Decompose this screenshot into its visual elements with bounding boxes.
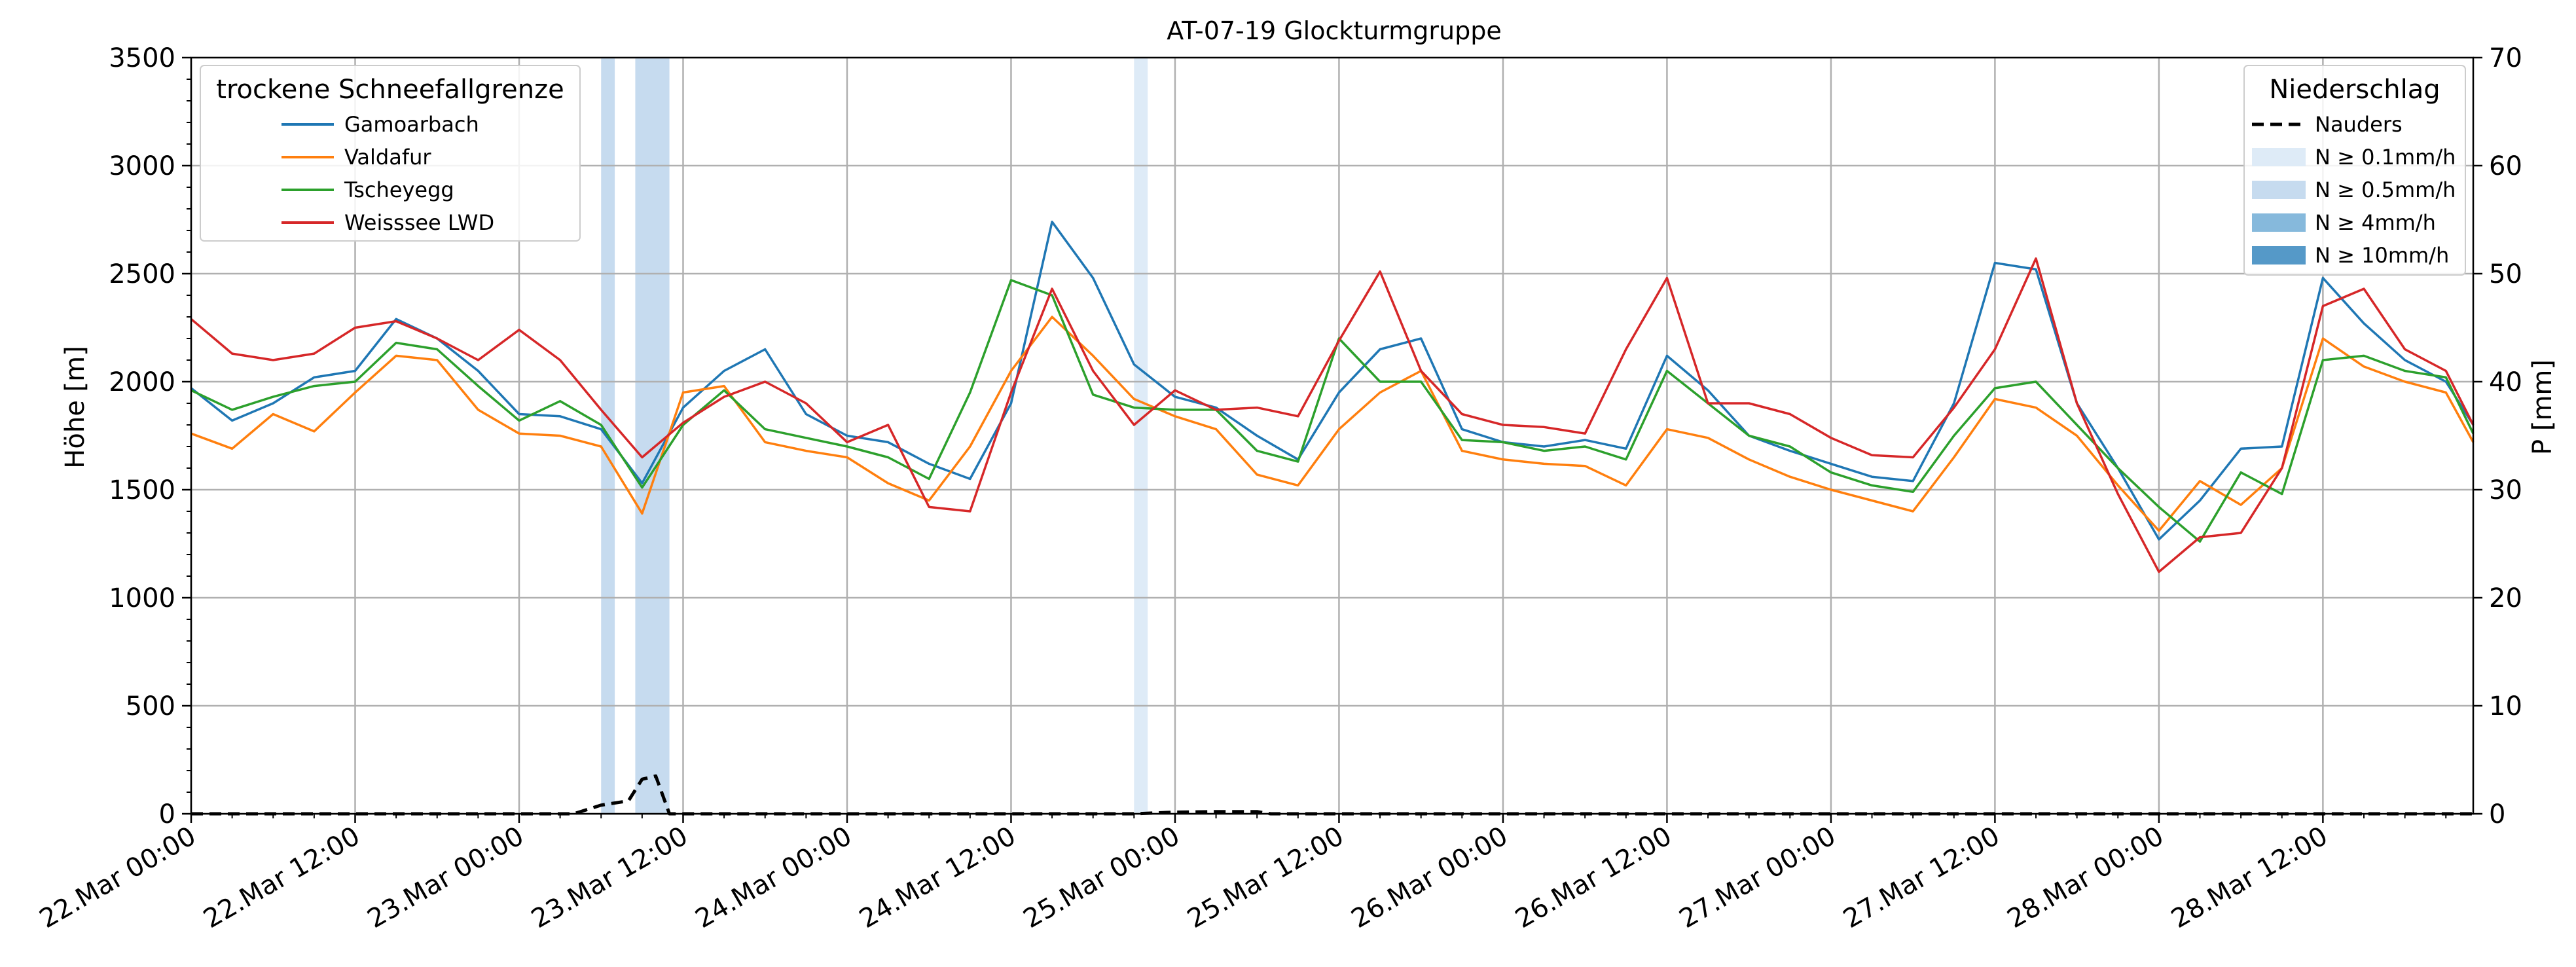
x-tick-label: 26.Mar 00:00 bbox=[1347, 821, 1513, 934]
axes bbox=[182, 56, 2482, 823]
series-line-gamoarbach bbox=[190, 221, 2475, 541]
y-tick-label: 2000 bbox=[109, 367, 175, 397]
y2-axis-label: P [mm] bbox=[2528, 359, 2558, 455]
legend-right-swatch bbox=[2252, 181, 2306, 199]
legend-left-entry: Weisssee LWD bbox=[344, 210, 494, 235]
plot-frame bbox=[190, 56, 2475, 815]
x-tick-label: 27.Mar 00:00 bbox=[1675, 821, 1841, 934]
legend-right-entry: N ≥ 0.5mm/h bbox=[2315, 177, 2456, 202]
y-tick-label: 0 bbox=[159, 799, 175, 830]
legend-left-entry: Gamoarbach bbox=[344, 112, 479, 137]
legend-left-box bbox=[200, 65, 581, 242]
precip-band-1 bbox=[635, 58, 670, 814]
y2-tick-label: 70 bbox=[2489, 43, 2522, 73]
x-tick-label: 23.Mar 00:00 bbox=[363, 821, 529, 934]
y-tick-label: 3000 bbox=[109, 151, 175, 181]
legend-right-swatch bbox=[2252, 213, 2306, 232]
series-line-valdafur bbox=[190, 316, 2475, 532]
x-tick-label: 25.Mar 00:00 bbox=[1019, 821, 1185, 934]
x-tick-label: 22.Mar 00:00 bbox=[35, 821, 201, 934]
series-line-tscheyegg bbox=[190, 279, 2475, 543]
x-tick-label: 24.Mar 12:00 bbox=[854, 821, 1021, 934]
x-tick-label: 22.Mar 12:00 bbox=[198, 821, 365, 934]
chart-title: AT-07-19 Glockturmgruppe bbox=[1167, 16, 1502, 45]
x-tick-label: 25.Mar 12:00 bbox=[1182, 821, 1349, 934]
series-line-weisssee-lwd bbox=[190, 257, 2475, 574]
x-tick-label: 28.Mar 12:00 bbox=[2166, 821, 2332, 934]
legend-right-swatch bbox=[2252, 148, 2306, 166]
y2-tick-label: 20 bbox=[2489, 583, 2522, 613]
y-tick-label: 2500 bbox=[109, 259, 175, 289]
precipitation-bands bbox=[601, 58, 1148, 814]
legend-snowline: trockene Schneefallgrenze Gamoarbach Valda… bbox=[200, 65, 581, 242]
y-tick-label: 3500 bbox=[109, 43, 175, 73]
x-tick-label: 23.Mar 12:00 bbox=[526, 821, 693, 934]
legend-right-swatch bbox=[2252, 246, 2306, 265]
y2-tick-label: 10 bbox=[2489, 691, 2522, 721]
x-tick-label: 28.Mar 00:00 bbox=[2003, 821, 2169, 934]
x-tick-label: 27.Mar 12:00 bbox=[1838, 821, 2005, 934]
legend-right-entry: N ≥ 10mm/h bbox=[2315, 243, 2449, 268]
legend-left-entry: Valdafur bbox=[344, 145, 431, 170]
legend-right-title: Niederschlag bbox=[2269, 75, 2440, 105]
legend-right-entry: N ≥ 0.1mm/h bbox=[2315, 145, 2456, 170]
legend-right-entry: N ≥ 4mm/h bbox=[2315, 210, 2436, 235]
precip-band-2 bbox=[1134, 58, 1148, 814]
y-axis-label: Höhe [m] bbox=[60, 346, 90, 468]
y-tick-label: 1000 bbox=[109, 583, 175, 613]
y-tick-label: 500 bbox=[126, 691, 175, 721]
y2-tick-label: 0 bbox=[2489, 799, 2505, 830]
y-tick-label: 1500 bbox=[109, 475, 175, 505]
legend-left-title: trockene Schneefallgrenze bbox=[216, 75, 564, 105]
y2-tick-label: 60 bbox=[2489, 151, 2522, 181]
series-lines bbox=[190, 221, 2475, 816]
legend-precipitation: Niederschlag Nauders N ≥ 0.1mm/h N ≥ 0.5mm/… bbox=[2243, 65, 2466, 276]
x-tick-label: 24.Mar 00:00 bbox=[691, 821, 857, 934]
y2-tick-label: 50 bbox=[2489, 259, 2522, 289]
series-line-nauders bbox=[191, 774, 2473, 816]
y2-tick-label: 40 bbox=[2489, 367, 2522, 397]
y2-tick-label: 30 bbox=[2489, 475, 2522, 505]
legend-right-entry: Nauders bbox=[2315, 112, 2403, 137]
x-tick-label: 26.Mar 12:00 bbox=[1510, 821, 1677, 934]
legend-left-entry: Tscheyegg bbox=[344, 177, 454, 202]
